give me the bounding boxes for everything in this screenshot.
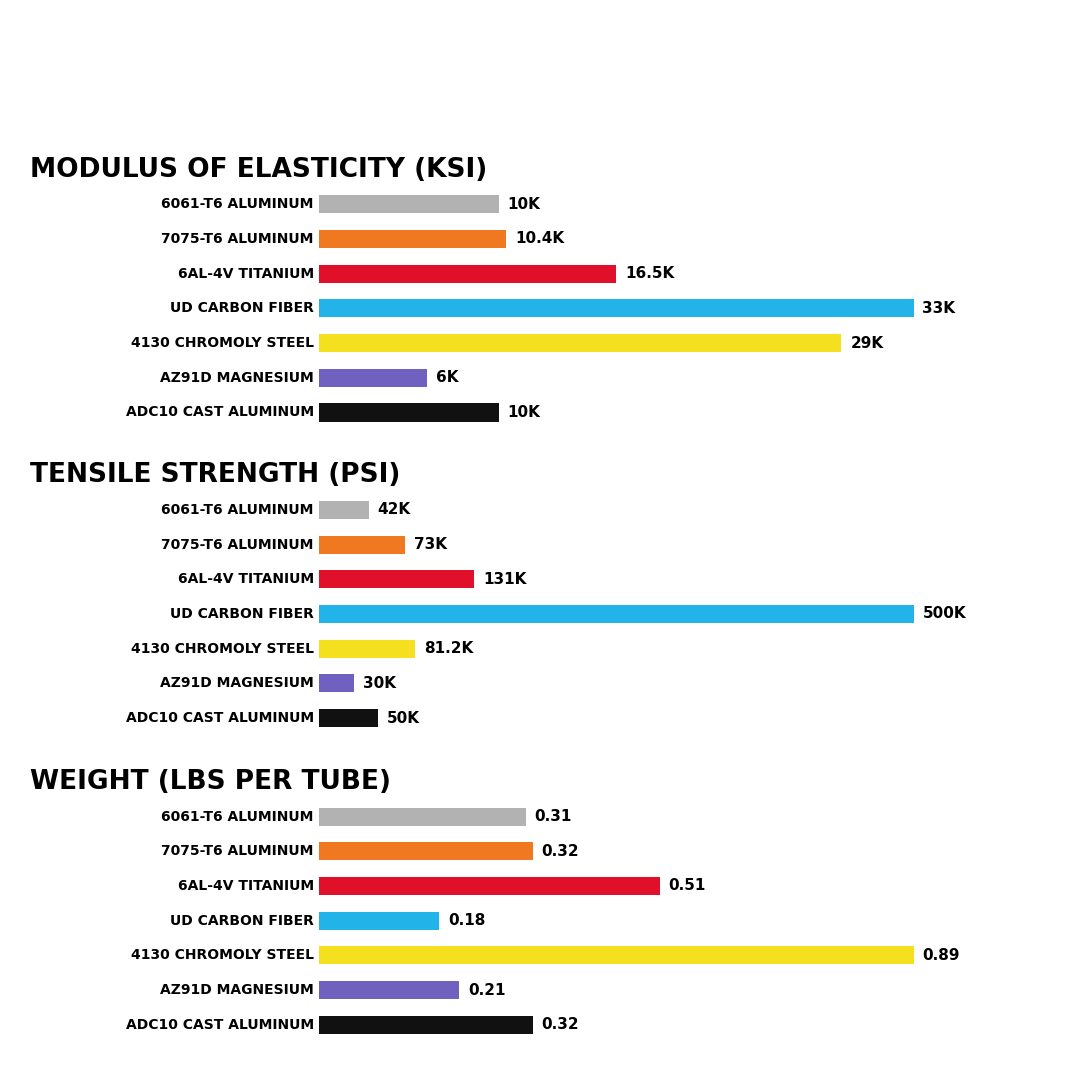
Text: TENSILE STRENGTH (PSI): TENSILE STRENGTH (PSI) [30, 462, 401, 488]
Bar [319, 299, 914, 318]
Text: 10K: 10K [508, 405, 541, 420]
Bar [319, 195, 499, 213]
Bar [319, 265, 616, 283]
Bar [319, 981, 459, 999]
Bar [319, 674, 354, 692]
Text: 0.21: 0.21 [468, 983, 505, 998]
Bar [319, 605, 914, 623]
Bar [319, 639, 415, 658]
Text: 73K: 73K [415, 537, 447, 552]
Bar [319, 808, 526, 825]
Text: WEIGHT (LBS PER TUBE): WEIGHT (LBS PER TUBE) [30, 769, 391, 795]
Text: 6061-T6 ALUMINUM: 6061-T6 ALUMINUM [162, 198, 314, 212]
Text: 4130 CHROMOLY STEEL: 4130 CHROMOLY STEEL [131, 948, 314, 962]
Bar [319, 912, 438, 930]
Text: UD CARBON FIBER: UD CARBON FIBER [170, 914, 314, 928]
Text: 6AL-4V TITANIUM: 6AL-4V TITANIUM [178, 572, 314, 586]
Text: 0.89: 0.89 [922, 948, 960, 963]
Text: 0.32: 0.32 [541, 1017, 579, 1032]
Bar [319, 877, 660, 895]
Text: ADC10 CAST ALUMINUM: ADC10 CAST ALUMINUM [125, 711, 314, 725]
Text: 6AL-4V TITANIUM: 6AL-4V TITANIUM [178, 267, 314, 281]
Text: AZ91D MAGNESIUM: AZ91D MAGNESIUM [160, 370, 314, 384]
Bar [319, 946, 914, 964]
Text: 7075-T6 ALUMINUM: 7075-T6 ALUMINUM [162, 538, 314, 552]
Bar [319, 404, 499, 421]
Bar [319, 501, 368, 518]
Text: 4130 CHROMOLY STEEL: 4130 CHROMOLY STEEL [131, 642, 314, 656]
Bar [319, 842, 532, 861]
Text: 131K: 131K [484, 571, 527, 586]
Bar [319, 230, 507, 248]
Bar [319, 710, 378, 727]
Bar [319, 570, 474, 589]
Text: 10K: 10K [508, 197, 541, 212]
Text: 6AL-4V TITANIUM: 6AL-4V TITANIUM [178, 879, 314, 893]
Bar [319, 536, 405, 554]
Text: 33K: 33K [922, 301, 956, 315]
Text: 81.2K: 81.2K [424, 642, 473, 657]
Text: 4130 CHROMOLY STEEL: 4130 CHROMOLY STEEL [131, 336, 314, 350]
Text: AZ91D MAGNESIUM: AZ91D MAGNESIUM [160, 983, 314, 997]
Text: 0.18: 0.18 [448, 914, 485, 928]
Bar [319, 1016, 532, 1034]
Bar [1023, 31, 1068, 68]
Bar [319, 368, 427, 387]
Bar [951, 31, 997, 68]
Text: 30K: 30K [363, 676, 396, 691]
Text: 50K: 50K [387, 711, 420, 726]
Text: 29K: 29K [850, 336, 883, 351]
Text: 0.51: 0.51 [669, 878, 706, 893]
Text: 7075-T6 ALUMINUM: 7075-T6 ALUMINUM [162, 232, 314, 246]
Text: ADC10 CAST ALUMINUM: ADC10 CAST ALUMINUM [125, 405, 314, 419]
Bar [319, 334, 841, 352]
Text: 6061-T6 ALUMINUM: 6061-T6 ALUMINUM [162, 503, 314, 517]
Text: 6K: 6K [435, 370, 458, 386]
Text: UD CARBON FIBER: UD CARBON FIBER [170, 301, 314, 315]
Text: 42K: 42K [378, 502, 410, 517]
Text: 0.31: 0.31 [535, 809, 572, 824]
Text: 10.4K: 10.4K [515, 231, 564, 246]
Text: 6061-T6 ALUMINUM: 6061-T6 ALUMINUM [162, 810, 314, 824]
Text: 16.5K: 16.5K [625, 266, 674, 281]
Text: AZ91D MAGNESIUM: AZ91D MAGNESIUM [160, 676, 314, 690]
Text: 500K: 500K [922, 607, 967, 621]
Text: UD CARBON FIBER: UD CARBON FIBER [170, 607, 314, 621]
Text: MODULUS OF ELASTICITY (KSI): MODULUS OF ELASTICITY (KSI) [30, 157, 487, 183]
Text: COMPARISON CHART: COMPARISON CHART [39, 13, 912, 86]
Text: 0.32: 0.32 [541, 843, 579, 859]
Text: ADC10 CAST ALUMINUM: ADC10 CAST ALUMINUM [125, 1017, 314, 1031]
Text: 7075-T6 ALUMINUM: 7075-T6 ALUMINUM [162, 845, 314, 859]
